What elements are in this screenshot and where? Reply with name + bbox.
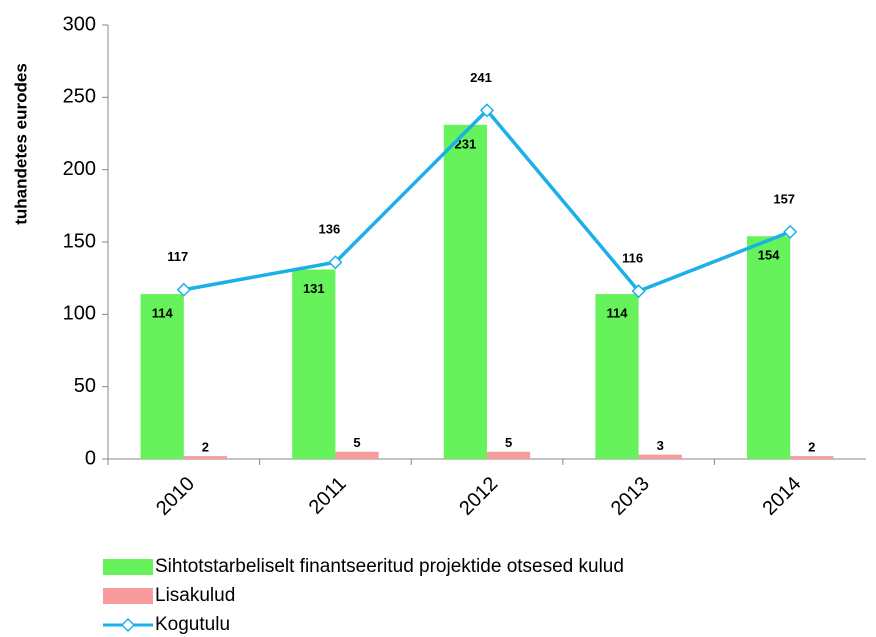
y-tick-label: 300 (63, 13, 96, 35)
data-label: 2 (202, 440, 209, 455)
marker (328, 255, 343, 270)
marker (176, 282, 191, 297)
bar (443, 124, 487, 459)
legend-marker (120, 617, 136, 633)
data-label: 241 (470, 70, 492, 85)
bar (638, 454, 682, 459)
bar (595, 294, 639, 459)
y-tick-label: 150 (63, 230, 96, 252)
y-tick-label: 0 (85, 447, 96, 469)
data-label: 131 (303, 281, 325, 296)
data-label: 3 (657, 438, 664, 453)
data-label: 114 (607, 306, 629, 321)
marker (479, 103, 495, 118)
data-label: 157 (773, 191, 795, 206)
y-tick-label: 200 (63, 158, 96, 180)
y-axis-title: tuhandetes eurodes (11, 63, 30, 225)
bar (487, 451, 531, 459)
data-label: 2 (808, 440, 815, 455)
y-tick-label: 250 (63, 86, 96, 108)
bar (183, 456, 228, 459)
bar (140, 294, 184, 459)
x-tick-label: 2014 (758, 473, 805, 520)
data-label: 154 (758, 248, 780, 263)
bar (292, 269, 336, 459)
legend-label: Sihtotstarbeliselt finantseeritud projek… (155, 556, 624, 577)
x-tick-label: 2013 (607, 473, 654, 520)
marker (783, 224, 798, 239)
data-label: 114 (152, 306, 174, 321)
y-tick-label: 100 (63, 303, 96, 325)
legend-swatch (103, 559, 153, 575)
x-tick-label: 2012 (455, 473, 502, 520)
x-tick-label: 2011 (305, 473, 351, 519)
x-tick-label: 2010 (152, 473, 199, 520)
data-label: 116 (622, 251, 643, 266)
y-tick-label: 50 (74, 375, 96, 397)
data-label: 117 (167, 249, 188, 264)
bar (746, 236, 791, 459)
data-label: 5 (353, 435, 360, 450)
data-label: 5 (505, 435, 512, 450)
bar (335, 451, 379, 459)
legend-label: Lisakulud (155, 585, 235, 606)
data-label: 231 (455, 136, 477, 151)
legend-swatch (103, 588, 153, 604)
bar (790, 456, 834, 459)
marker (631, 284, 646, 299)
legend-label: Kogutulu (155, 614, 230, 635)
data-label: 136 (319, 222, 341, 237)
